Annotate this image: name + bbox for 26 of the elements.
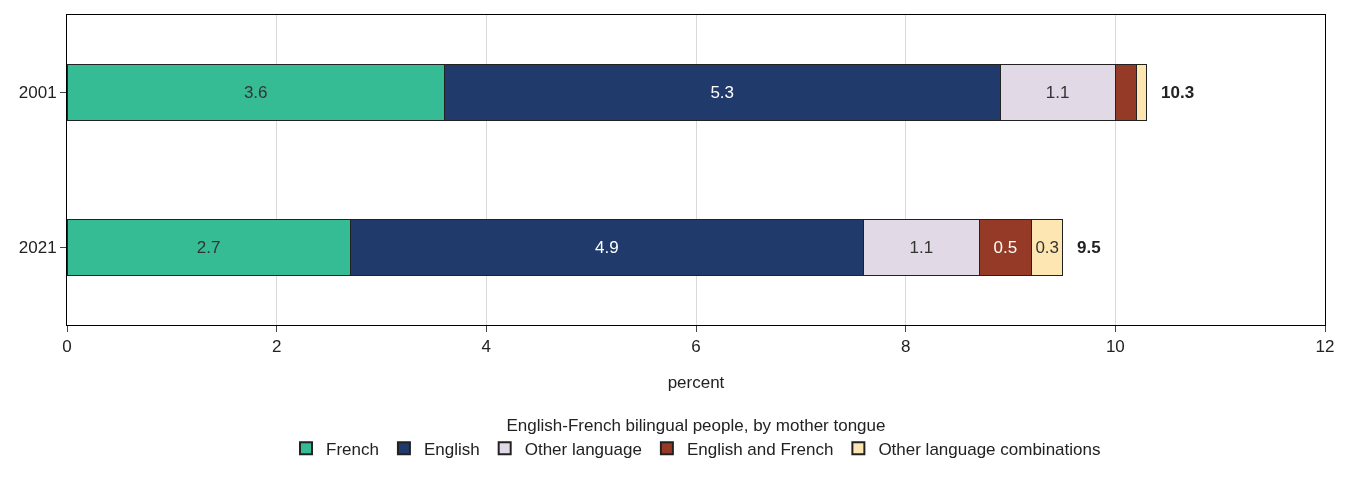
legend-title: English-French bilingual people, by mother tongue	[506, 415, 886, 435]
x-tick-label: 0	[62, 337, 72, 357]
data-label: 4.9	[595, 238, 619, 257]
legend-label: English	[423, 439, 480, 459]
data-label: 1.1	[1045, 83, 1070, 102]
legend-label: Other language	[524, 439, 642, 459]
data-label: 5.3	[710, 83, 735, 102]
x-tick-label: 8	[900, 337, 911, 357]
data-label: 0.5	[993, 238, 1018, 257]
x-tick-label: 12	[1315, 337, 1335, 357]
x-tick-label: 2	[271, 337, 282, 357]
total-label: 9.5	[1077, 238, 1101, 257]
data-label: 0.3	[1035, 238, 1060, 257]
data-label: 3.6	[243, 83, 268, 102]
y-tick-label: 2001	[18, 83, 57, 103]
x-tick-label: 4	[481, 337, 492, 357]
legend-label: Other language combinations	[878, 439, 1101, 459]
x-tick-label: 10	[1105, 337, 1125, 357]
total-label: 10.3	[1161, 83, 1195, 102]
data-label: 1.1	[909, 238, 934, 257]
legend-label: English and French	[686, 439, 834, 459]
legend-label: French	[326, 439, 379, 459]
x-axis-title: percent	[667, 372, 725, 392]
y-tick-label: 2021	[18, 238, 57, 258]
x-tick-label: 6	[691, 337, 701, 357]
data-label: 2.7	[196, 238, 221, 257]
